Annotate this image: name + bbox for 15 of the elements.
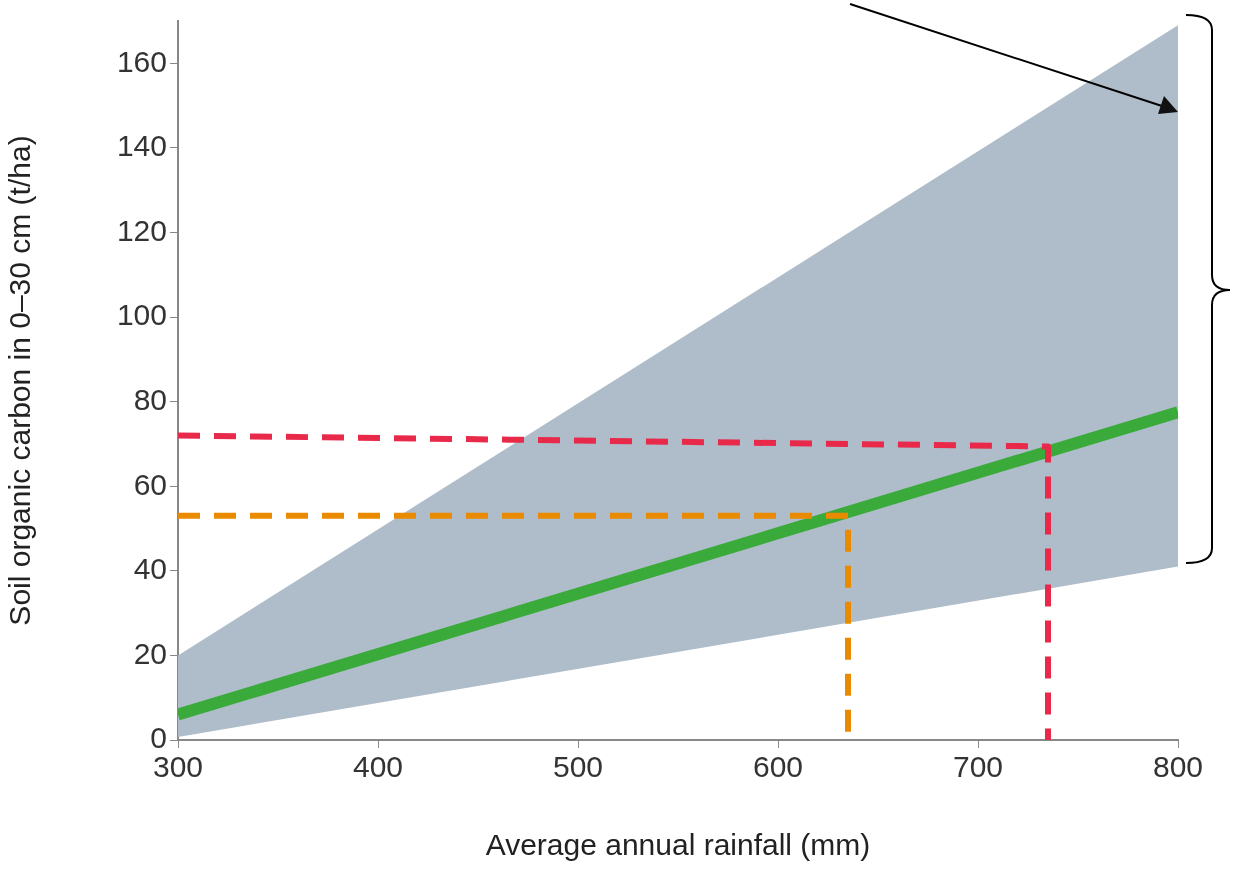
- x-axis-title: Average annual rainfall (mm): [485, 828, 871, 862]
- y-tick-label: 120: [116, 213, 167, 247]
- x-tick-label: 700: [952, 750, 1004, 784]
- y-tick-label: 140: [116, 129, 167, 163]
- y-tick-label: 160: [116, 44, 167, 78]
- y-tick-label: 40: [133, 552, 167, 586]
- x-tick-label: 500: [552, 750, 604, 784]
- x-tick-label: 600: [752, 750, 804, 784]
- y-tick-label: 20: [133, 636, 167, 670]
- y-tick-label: 80: [133, 382, 167, 416]
- y-tick-label: 60: [133, 467, 167, 501]
- y-axis-title: Soil organic carbon in 0–30 cm (t/ha): [3, 135, 37, 626]
- x-tick-label: 400: [352, 750, 404, 784]
- x-tick-label: 800: [1152, 750, 1204, 784]
- y-tick-label: 100: [116, 298, 167, 332]
